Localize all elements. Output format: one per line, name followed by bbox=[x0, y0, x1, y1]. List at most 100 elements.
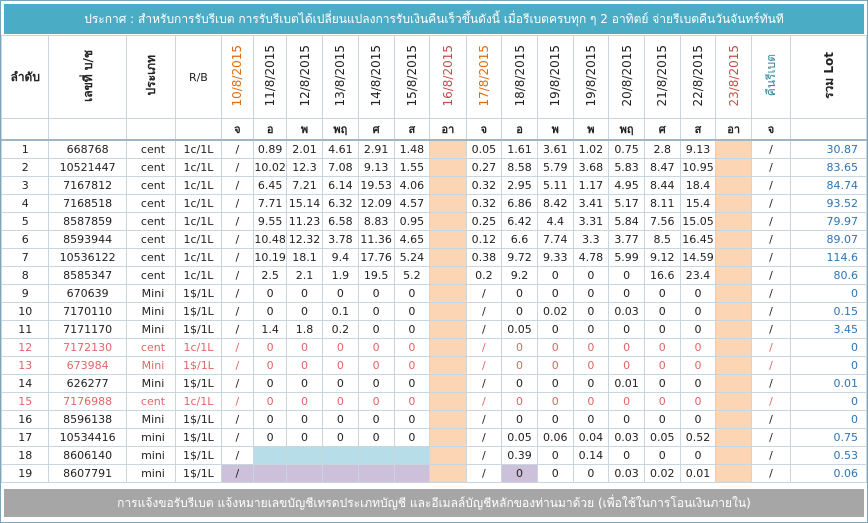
weekday-cell: อ bbox=[501, 118, 538, 141]
row-order: 7 bbox=[1, 248, 50, 267]
refund-cell: / bbox=[750, 194, 792, 213]
lot-cell: / bbox=[220, 302, 255, 321]
lot-cell: 4.78 bbox=[572, 248, 610, 267]
lot-cell: 8.83 bbox=[357, 212, 395, 231]
lot-cell: 0 bbox=[322, 392, 359, 411]
rebate-rate: 1c/1L bbox=[175, 230, 222, 249]
sunday-cell bbox=[715, 302, 752, 321]
lot-cell: 5.24 bbox=[393, 248, 431, 267]
lot-cell: 0 bbox=[536, 410, 574, 429]
lot-cell bbox=[357, 446, 395, 465]
lot-cell: 0.01 bbox=[679, 464, 717, 483]
lot-cell: 8.47 bbox=[643, 158, 681, 177]
lot-cell: 0 bbox=[572, 410, 610, 429]
total-lot: 93.52 bbox=[790, 194, 867, 213]
lot-cell: 0 bbox=[357, 392, 395, 411]
weekday-cell: ศ bbox=[357, 118, 395, 141]
refund-cell: / bbox=[750, 338, 792, 357]
lot-cell: 0 bbox=[608, 446, 645, 465]
refund-cell: / bbox=[750, 392, 792, 411]
total-lot: 0.01 bbox=[790, 374, 867, 393]
lot-cell: 0.75 bbox=[608, 139, 645, 159]
lot-cell: / bbox=[220, 374, 255, 393]
sunday-cell bbox=[429, 194, 467, 213]
sunday-cell bbox=[715, 230, 752, 249]
lot-cell: 0 bbox=[322, 374, 359, 393]
lot-cell: 0 bbox=[679, 410, 717, 429]
weekday-cell: พ bbox=[286, 118, 323, 141]
lot-cell: 0 bbox=[393, 428, 431, 447]
lot-cell bbox=[322, 446, 359, 465]
total-lot: 0 bbox=[790, 410, 867, 429]
rebate-rate: 1$/1L bbox=[175, 302, 222, 321]
lot-cell: / bbox=[220, 284, 255, 303]
refund-cell: / bbox=[750, 446, 792, 465]
lot-cell: 1.17 bbox=[572, 176, 610, 195]
lot-cell: 0 bbox=[253, 374, 288, 393]
account-type: mini bbox=[125, 464, 177, 483]
lot-cell: 5.84 bbox=[608, 212, 645, 231]
lot-cell: 0.05 bbox=[501, 428, 538, 447]
lot-cell: 6.14 bbox=[322, 176, 359, 195]
lot-cell: 0.05 bbox=[643, 428, 681, 447]
total-lot: 0.75 bbox=[790, 428, 867, 447]
table-row: 8 8585347 cent 1c/1L/2.5 2.1 1.9 19.5 5.2 0.2 9.2… bbox=[1, 266, 867, 285]
lot-cell: / bbox=[465, 428, 503, 447]
sunday-cell bbox=[715, 158, 752, 177]
lot-cell bbox=[393, 446, 431, 465]
lot-cell: 5.79 bbox=[536, 158, 574, 177]
account-type: cent bbox=[125, 230, 177, 249]
account-number: 10521447 bbox=[48, 158, 127, 177]
lot-cell: / bbox=[220, 320, 255, 339]
refund-cell: / bbox=[750, 464, 792, 483]
lot-cell: 0 bbox=[253, 338, 288, 357]
lot-cell: 0 bbox=[643, 410, 681, 429]
sunday-cell bbox=[715, 410, 752, 429]
lot-cell: 0 bbox=[572, 338, 610, 357]
header-date: 19/8/2015 bbox=[572, 35, 610, 119]
rebate-rate: 1$/1L bbox=[175, 428, 222, 447]
rebate-rate: 1c/1L bbox=[175, 266, 222, 285]
weekday-cell: พ bbox=[572, 118, 610, 141]
sunday-cell bbox=[429, 158, 467, 177]
account-type: Mini bbox=[125, 356, 177, 375]
row-order: 12 bbox=[1, 338, 50, 357]
lot-cell: 19.53 bbox=[357, 176, 395, 195]
sunday-cell bbox=[429, 320, 467, 339]
refund-cell: / bbox=[750, 302, 792, 321]
lot-cell: 0.03 bbox=[608, 428, 645, 447]
lot-cell: 0 bbox=[393, 302, 431, 321]
lot-cell: 14.59 bbox=[679, 248, 717, 267]
total-lot: 0 bbox=[790, 356, 867, 375]
footer-banner: การแจ้งขอรับรีเบต แจ้งหมายเลขบัญชีเทรดปร… bbox=[4, 489, 864, 517]
rebate-rate: 1$/1L bbox=[175, 320, 222, 339]
lot-cell: 0 bbox=[286, 392, 323, 411]
header-date: 12/8/2015 bbox=[286, 35, 323, 119]
sunday-cell bbox=[429, 464, 467, 483]
lot-cell: 6.42 bbox=[501, 212, 538, 231]
rebate-rate: 1c/1L bbox=[175, 212, 222, 231]
table-row: 7 10536122 cent 1c/1L/10.19 18.1 9.4 17.76 5.24… bbox=[1, 248, 867, 267]
lot-cell: 0 bbox=[322, 338, 359, 357]
account-number: 626277 bbox=[48, 374, 127, 393]
lot-cell: 0 bbox=[643, 374, 681, 393]
lot-cell: / bbox=[220, 446, 255, 465]
account-type: Mini bbox=[125, 374, 177, 393]
row-order: 10 bbox=[1, 302, 50, 321]
lot-cell: 0 bbox=[679, 320, 717, 339]
sunday-cell bbox=[715, 464, 752, 483]
sunday-cell bbox=[715, 320, 752, 339]
lot-cell: 0 bbox=[679, 374, 717, 393]
lot-cell: 0.38 bbox=[465, 248, 503, 267]
lot-cell: 1.48 bbox=[393, 139, 431, 159]
lot-cell: 2.8 bbox=[643, 139, 681, 159]
lot-cell: 0.14 bbox=[572, 446, 610, 465]
lot-cell: 7.21 bbox=[286, 176, 323, 195]
account-type: mini bbox=[125, 446, 177, 465]
account-type: cent bbox=[125, 212, 177, 231]
lot-cell: 0 bbox=[572, 392, 610, 411]
lot-cell: 0 bbox=[608, 266, 645, 285]
lot-cell: 0 bbox=[608, 356, 645, 375]
lot-cell: 0 bbox=[679, 302, 717, 321]
